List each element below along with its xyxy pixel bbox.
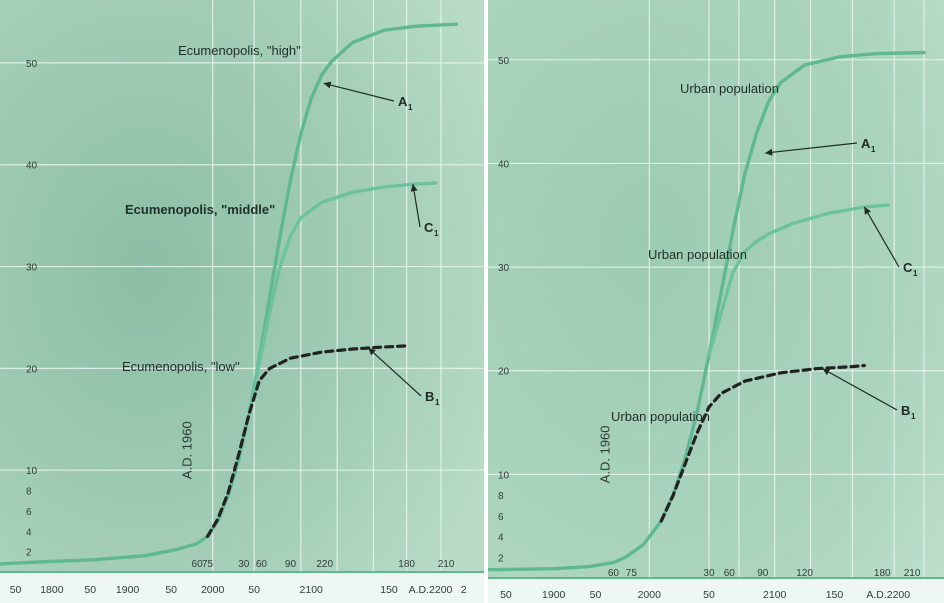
x-axis-band <box>0 572 484 603</box>
inner-tick-label: 220 <box>316 559 333 570</box>
x-tick-label: A.D.2200 <box>409 584 453 596</box>
pointer-arrowhead-a <box>323 81 332 89</box>
y-tick-label: 2 <box>498 553 504 564</box>
curve-label-c1: C <box>903 260 913 275</box>
curve-label-subscript: 1 <box>871 145 876 154</box>
inner-tick-label: 60 <box>608 568 620 579</box>
y-tick-label: 50 <box>498 56 510 67</box>
curve-label-subscript: 1 <box>434 229 439 238</box>
x-axis-band <box>488 578 944 603</box>
x-tick-label: 1900 <box>542 589 566 601</box>
chart-background <box>0 0 484 603</box>
y-tick-label: 8 <box>26 487 32 498</box>
x-tick-label: A.D.2200 <box>866 589 910 601</box>
pointer-line-a <box>323 82 395 102</box>
annotation-low: Ecumenopolis, "low" <box>122 359 240 374</box>
inner-tick-label: 60 <box>724 568 736 579</box>
marker-label-ad-1960: A.D. 1960 <box>597 425 612 483</box>
x-tick-label: 2000 <box>201 584 225 596</box>
inner-tick-label: 90 <box>757 568 769 579</box>
pointer-arrowhead-b <box>822 368 831 376</box>
pointer-line-c <box>412 183 421 228</box>
ecumenopolis-chart: 2 4 6 8 10 20 30 40 50 50 1800 50 1900 50 2000 50 2100 15… <box>0 0 484 603</box>
y-tick-label: 40 <box>26 161 38 172</box>
right-chart-panel: 2 4 6 8 10 20 30 40 50 50 1900 50 2000 50 2100 150 A.D.2… <box>488 0 944 603</box>
x-tick-label: 50 <box>248 584 260 596</box>
x-tick-label: 50 <box>165 584 177 596</box>
inner-tick-label: 180 <box>874 568 891 579</box>
series-line-c1 <box>247 181 438 416</box>
x-tick-label: 1800 <box>40 584 64 596</box>
x-tick-label: 2 <box>461 584 467 596</box>
y-tick-label: 6 <box>498 512 504 523</box>
series-line-b1 <box>205 344 407 538</box>
annotation-high: Urban population <box>680 81 779 96</box>
inner-tick-label: 180 <box>398 559 415 570</box>
pointer-line-c <box>863 206 900 268</box>
curve-label-a1: A <box>861 136 871 151</box>
x-tick-label: 2000 <box>638 589 662 601</box>
x-tick-label: 50 <box>703 589 715 601</box>
y-tick-label: 8 <box>498 491 504 502</box>
pointer-line-b <box>822 368 898 411</box>
inner-tick-label: 120 <box>796 568 813 579</box>
curve-label-b1: B <box>901 403 910 418</box>
x-tick-label: 50 <box>84 584 96 596</box>
inner-tick-label: 30 <box>238 559 250 570</box>
annotation-high: Ecumenopolis, "high" <box>178 43 301 58</box>
annotation-middle: Ecumenopolis, "middle" <box>125 202 275 217</box>
curve-label-a1: A <box>398 94 408 109</box>
x-tick-label: 50 <box>590 589 602 601</box>
x-tick-label: 150 <box>380 584 398 596</box>
curve-label-c1: C <box>424 220 434 235</box>
inner-tick-label: 75 <box>626 568 638 579</box>
x-tick-label: 1900 <box>116 584 140 596</box>
x-tick-label: 2100 <box>763 589 787 601</box>
x-tick-label: 2100 <box>300 584 324 596</box>
pointer-arrowhead-b <box>368 348 376 356</box>
annotation-middle: Urban population <box>648 247 747 262</box>
inner-tick-label: 60 <box>192 559 204 570</box>
y-tick-label: 4 <box>498 533 504 544</box>
pointer-arrowhead-c <box>410 184 418 192</box>
y-tick-label: 50 <box>26 59 38 70</box>
pointer-arrowhead-c <box>864 207 871 215</box>
y-tick-label: 10 <box>498 470 510 481</box>
curve-label-subscript: 1 <box>435 398 440 407</box>
inner-tick-label: 90 <box>285 559 297 570</box>
left-chart-panel: 2 4 6 8 10 20 30 40 50 50 1800 50 1900 50 2000 50 2100 15… <box>0 0 484 603</box>
inner-tick-label: 210 <box>438 559 455 570</box>
curve-label-subscript: 1 <box>913 269 918 278</box>
inner-tick-label: 60 <box>256 559 268 570</box>
curve-label-subscript: 1 <box>408 103 413 112</box>
y-tick-label: 4 <box>26 527 32 538</box>
curve-label-b1: B <box>425 389 434 404</box>
series-line-c1 <box>707 203 890 357</box>
x-tick-label: 50 <box>10 584 22 596</box>
pointer-arrowhead-a <box>765 148 773 156</box>
marker-label-ad-1960: A.D. 1960 <box>180 421 195 479</box>
pointer-line-a <box>765 142 858 154</box>
y-tick-label: 20 <box>26 364 38 375</box>
y-tick-label: 40 <box>498 159 510 170</box>
inner-tick-label: 75 <box>202 559 214 570</box>
curve-label-subscript: 1 <box>911 412 916 421</box>
inner-tick-label: 30 <box>703 568 715 579</box>
panel-divider <box>484 0 488 603</box>
pointer-line-b <box>367 347 422 397</box>
chart-background <box>488 0 944 603</box>
series-line-b1 <box>659 363 866 523</box>
annotation-low: Urban population <box>611 409 710 424</box>
y-tick-label: 6 <box>26 507 32 518</box>
y-tick-label: 30 <box>26 263 38 274</box>
y-tick-label: 2 <box>26 548 32 559</box>
urban-population-chart: 2 4 6 8 10 20 30 40 50 50 1900 50 2000 50 2100 150 A.D.2… <box>488 0 944 603</box>
y-tick-label: 20 <box>498 367 510 378</box>
inner-tick-label: 210 <box>904 568 921 579</box>
y-tick-label: 30 <box>498 263 510 274</box>
x-tick-label: 50 <box>500 589 512 601</box>
y-tick-label: 10 <box>26 466 38 477</box>
x-tick-label: 150 <box>826 589 844 601</box>
